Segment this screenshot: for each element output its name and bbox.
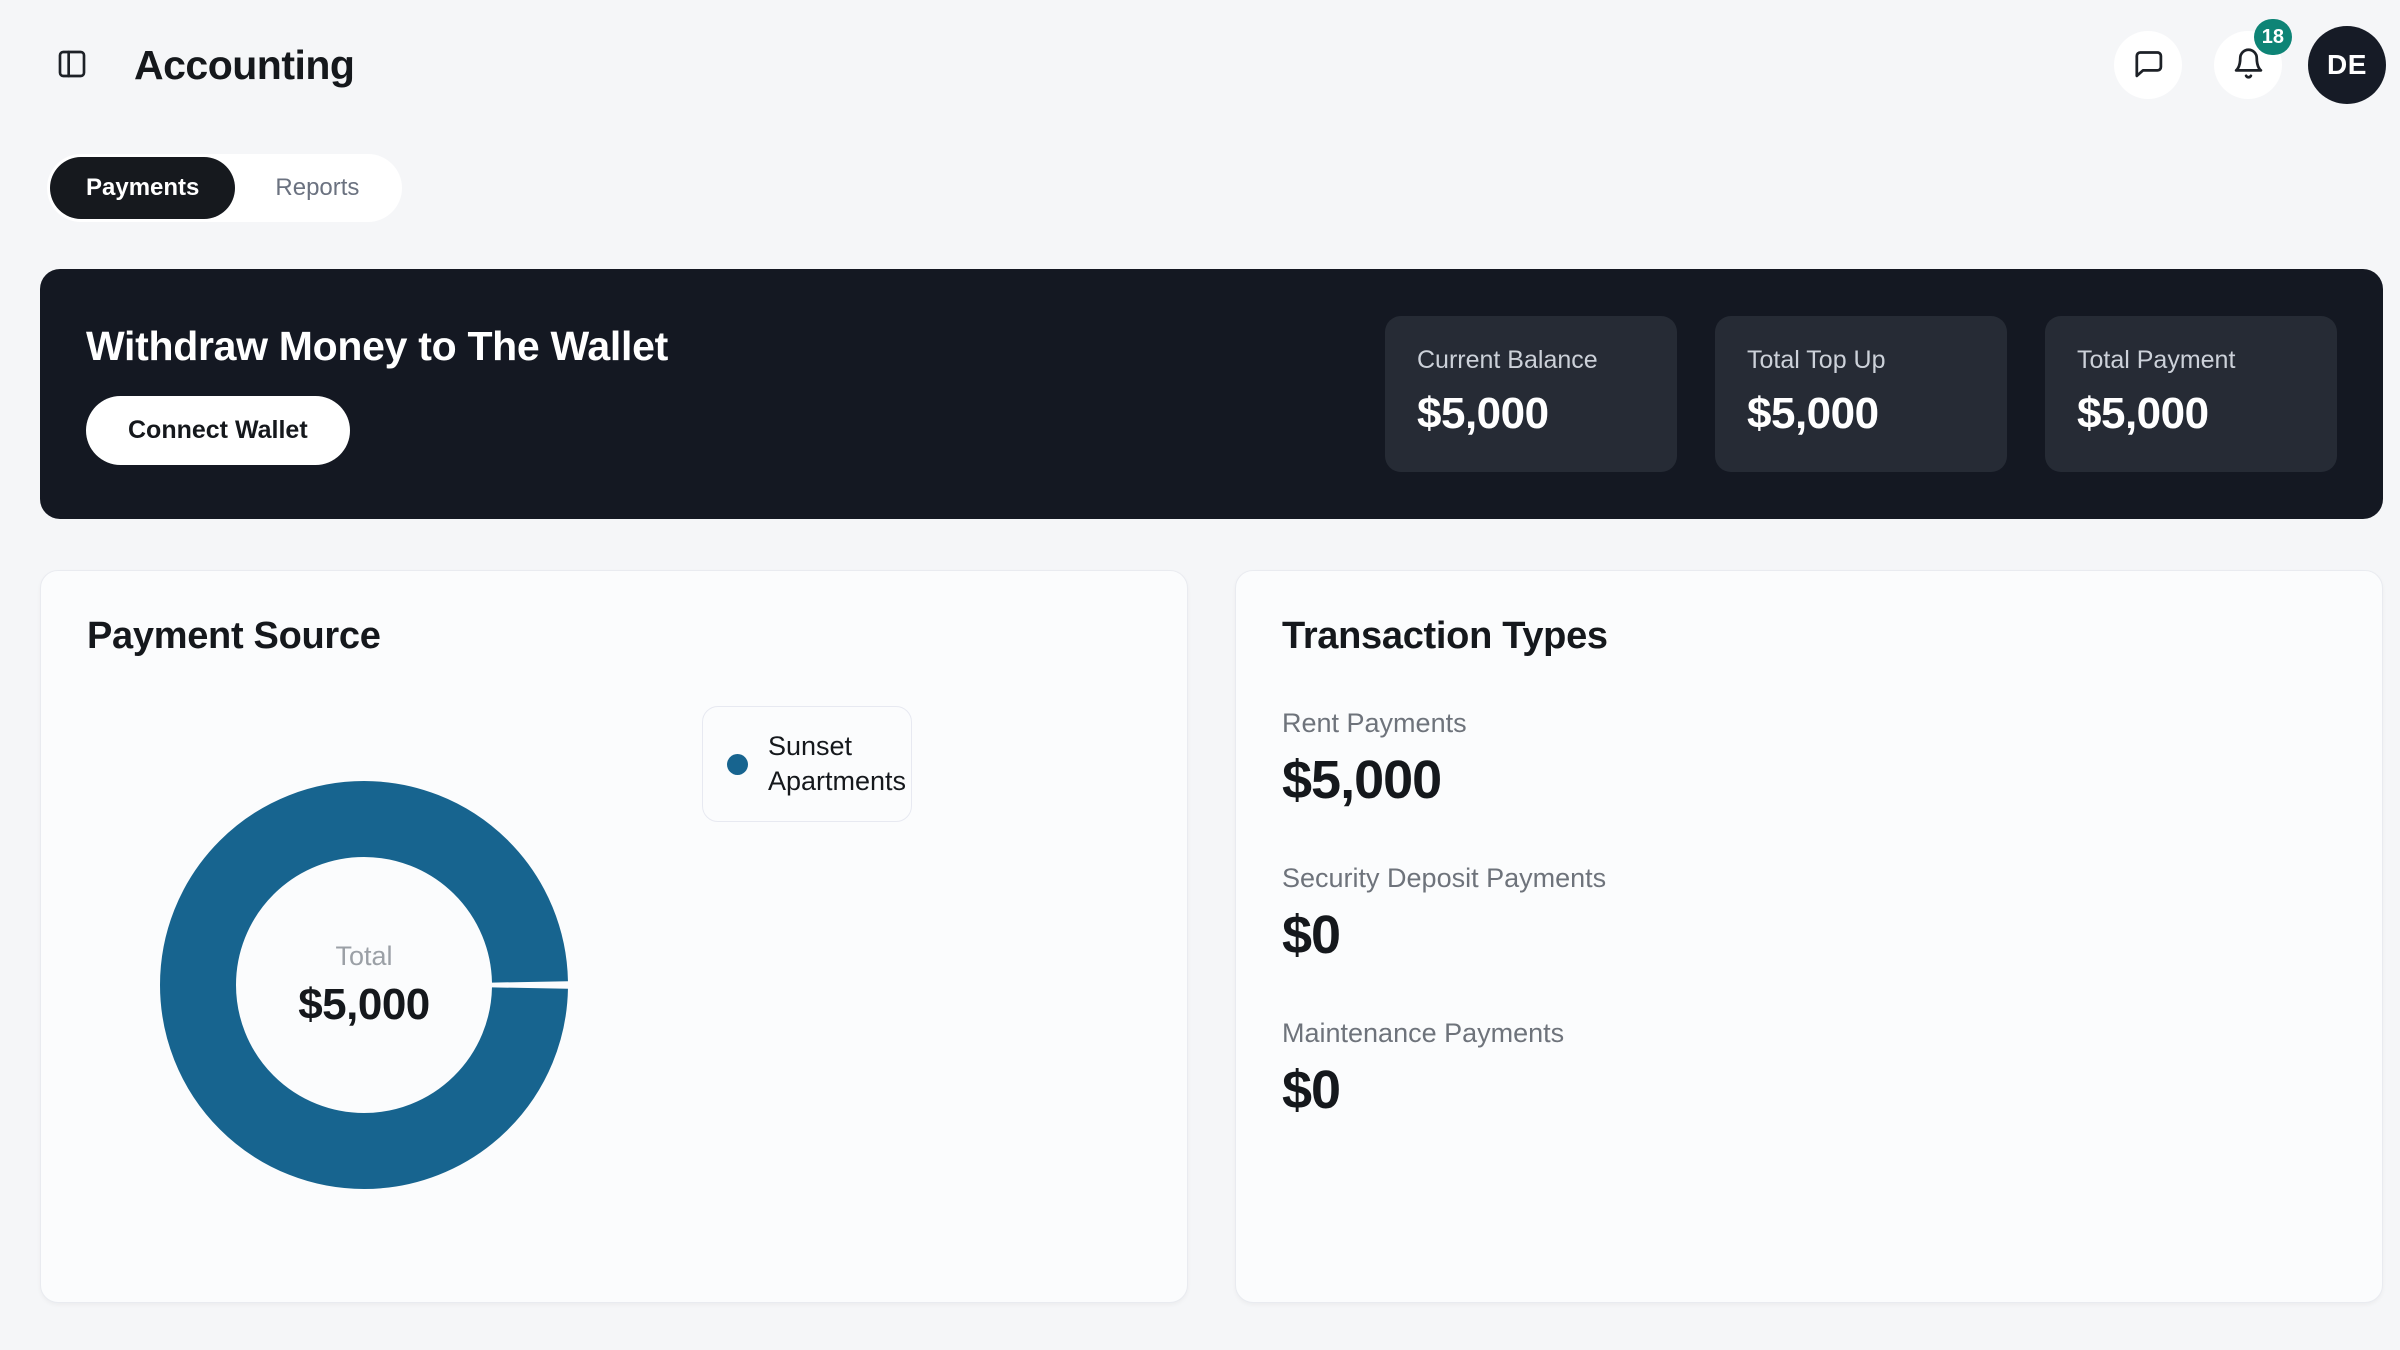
banner-stats: Current Balance $5,000 Total Top Up $5,0…: [1385, 316, 2337, 472]
legend-dot: [727, 753, 748, 775]
avatar[interactable]: DE: [2308, 26, 2386, 104]
main-content: Payment Source Total $5,000 Sunset Apart…: [40, 570, 2383, 1303]
bell-icon: [2232, 47, 2265, 83]
transaction-type-item: Maintenance Payments $0: [1282, 1018, 2336, 1121]
tab-payments[interactable]: Payments: [50, 157, 236, 219]
header: Accounting 18 DE: [0, 0, 2400, 104]
donut-center: Total $5,000: [160, 781, 568, 1189]
chat-icon: [2132, 47, 2165, 83]
wallet-banner: Withdraw Money to The Wallet Connect Wal…: [40, 269, 2383, 519]
stat-label: Total Top Up: [1747, 346, 1886, 374]
banner-title: Withdraw Money to The Wallet: [86, 323, 668, 369]
tab-reports[interactable]: Reports: [235, 157, 399, 219]
stat-value: $5,000: [1417, 389, 1549, 438]
transaction-type-value: $0: [1282, 1060, 1341, 1120]
transaction-type-value: $5,000: [1282, 750, 1442, 810]
donut-total-label: Total: [335, 940, 393, 971]
transaction-types-title: Transaction Types: [1282, 615, 1608, 657]
sidebar-toggle-button[interactable]: [50, 43, 94, 87]
stat-card-total-top-up: Total Top Up $5,000: [1715, 316, 2007, 472]
transaction-types-card: Transaction Types Rent Payments $5,000 S…: [1235, 570, 2383, 1303]
donut-total-value: $5,000: [298, 979, 430, 1029]
wallet-banner-left: Withdraw Money to The Wallet Connect Wal…: [86, 323, 668, 465]
chat-button[interactable]: [2114, 31, 2182, 99]
connect-wallet-button[interactable]: Connect Wallet: [86, 396, 350, 465]
notifications-wrap: 18: [2214, 19, 2292, 99]
page-title: Accounting: [134, 41, 355, 88]
stat-value: $5,000: [2077, 389, 2209, 438]
stat-label: Current Balance: [1417, 346, 1598, 374]
tabs-row: Payments Reports: [47, 154, 2400, 222]
header-actions: 18 DE: [2114, 19, 2386, 104]
legend-label: Sunset Apartments: [768, 731, 907, 797]
transaction-type-label: Rent Payments: [1282, 708, 1467, 738]
transaction-type-label: Security Deposit Payments: [1282, 863, 1607, 893]
stat-card-current-balance: Current Balance $5,000: [1385, 316, 1677, 472]
stat-value: $5,000: [1747, 389, 1879, 438]
donut-chart: [160, 781, 568, 1189]
transaction-type-item: Rent Payments $5,000: [1282, 708, 2336, 811]
notification-badge: 18: [2253, 19, 2292, 55]
transaction-type-label: Maintenance Payments: [1282, 1018, 1565, 1048]
stat-label: Total Payment: [2077, 346, 2236, 374]
transaction-type-item: Security Deposit Payments $0: [1282, 863, 2336, 966]
stat-card-total-payment: Total Payment $5,000: [2045, 316, 2337, 472]
payment-source-donut: Total $5,000: [160, 781, 568, 1189]
payment-source-title: Payment Source: [87, 615, 381, 657]
chart-legend: Sunset Apartments: [702, 706, 912, 823]
transaction-type-value: $0: [1282, 905, 1341, 965]
panel-left-icon: [56, 48, 88, 83]
payment-source-card: Payment Source Total $5,000 Sunset Apart…: [40, 570, 1188, 1303]
tabs: Payments Reports: [47, 154, 403, 222]
